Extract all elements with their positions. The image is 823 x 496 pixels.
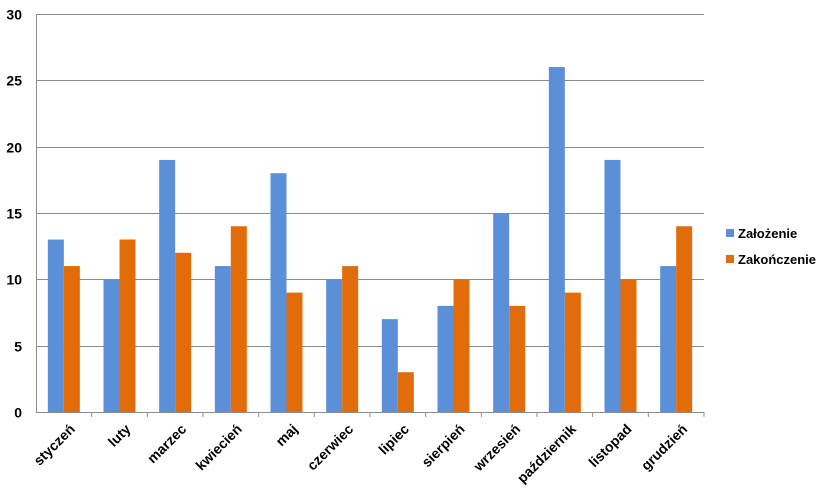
legend-swatch	[726, 255, 734, 263]
x-category-label: marzec	[144, 421, 190, 467]
y-tick-label: 0	[14, 405, 22, 421]
bar-zakonczenie	[509, 305, 526, 412]
bar-zakonczenie	[286, 292, 303, 412]
x-category-label: sierpień	[418, 421, 467, 470]
x-category-label: grudzień	[638, 421, 691, 474]
x-category-label: wrzesień	[469, 421, 523, 475]
x-category-label: październik	[514, 421, 579, 486]
bar-zalozenie	[381, 319, 398, 412]
x-category-label: styczeń	[30, 421, 78, 469]
bar-zalozenie	[437, 305, 454, 412]
x-category-label: luty	[105, 421, 134, 450]
category-labels: styczeń luty marzec kwiecień maj czerwiec lipi…	[30, 421, 690, 486]
x-category-label: lipiec	[375, 421, 412, 458]
x-category-label: listopad	[585, 421, 634, 470]
y-tick-label: 25	[6, 73, 22, 89]
legend-label: Zakończenie	[738, 252, 816, 267]
x-category-label: czerwiec	[304, 421, 357, 474]
x-category-label: kwiecień	[192, 421, 245, 474]
bar-zakonczenie	[230, 226, 247, 412]
bars	[47, 67, 693, 413]
x-category-label: maj	[272, 421, 300, 449]
bar-zalozenie	[548, 67, 565, 413]
bar-zakonczenie	[397, 372, 414, 412]
gridlines	[36, 14, 705, 417]
bar-zakonczenie	[620, 279, 637, 412]
y-tick-label: 20	[6, 140, 22, 156]
legend-label: Założenie	[738, 226, 797, 241]
y-axis-labels: 0 5 10 15 20 25 30	[6, 7, 22, 421]
y-tick-label: 15	[6, 206, 22, 222]
y-tick-label: 10	[6, 272, 22, 288]
legend: Założenie Zakończenie	[726, 226, 816, 267]
bar-zalozenie	[493, 213, 510, 412]
y-tick-label: 5	[14, 339, 22, 355]
bar-zakonczenie	[175, 252, 192, 412]
bar-zakonczenie	[453, 279, 470, 412]
bar-zalozenie	[47, 239, 64, 412]
bar-zakonczenie	[119, 239, 136, 412]
y-tick-label: 30	[6, 7, 22, 23]
bar-zalozenie	[103, 279, 120, 412]
bar-zalozenie	[660, 266, 677, 412]
bar-zalozenie	[159, 159, 176, 412]
bar-zalozenie	[214, 266, 231, 412]
legend-swatch	[726, 229, 734, 237]
bar-zakonczenie	[676, 226, 693, 412]
bar-zalozenie	[326, 279, 343, 412]
bar-zalozenie	[270, 173, 287, 412]
bar-zakonczenie	[342, 266, 359, 412]
bar-zalozenie	[604, 159, 621, 412]
bar-zakonczenie	[564, 292, 581, 412]
bar-zakonczenie	[63, 266, 80, 412]
